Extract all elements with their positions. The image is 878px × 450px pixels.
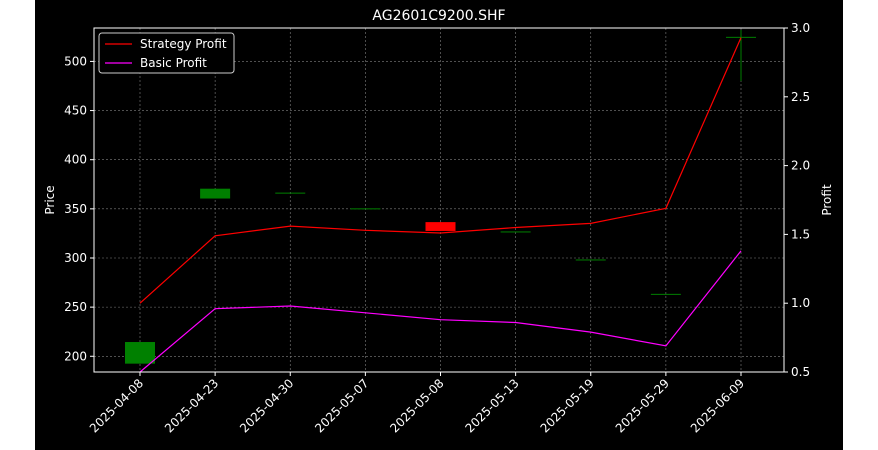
plot-frame — [93, 27, 785, 373]
candle-body — [350, 208, 381, 210]
y-right-tick-label: 1.0 — [791, 296, 810, 310]
candle-body — [726, 36, 756, 38]
legend-label: Strategy Profit — [140, 37, 227, 51]
y-axis-right-label: Profit — [820, 184, 834, 216]
legend-label: Basic Profit — [140, 56, 207, 70]
chart-title: AG2601C9200.SHF — [372, 8, 505, 24]
y-left-tick-label: 450 — [64, 104, 87, 118]
y-axis-left-label: Price — [43, 185, 57, 214]
candle-body — [650, 293, 681, 295]
y-left-tick-label: 500 — [64, 54, 87, 68]
y-right-tick-label: 3.0 — [791, 21, 810, 35]
legend-box — [98, 32, 235, 74]
candle-body — [275, 192, 306, 194]
candlesticks — [125, 29, 756, 364]
y-right-tick-label: 2.0 — [791, 159, 810, 173]
series-line — [139, 37, 742, 304]
y-right-tick-label: 0.5 — [791, 365, 810, 379]
y-left-tick-label: 350 — [64, 202, 87, 216]
y-left-tick-label: 400 — [64, 153, 87, 167]
right-axis: 0.5 1.0 1.5 2.0 2.5 3.0 — [784, 21, 810, 379]
left-axis: 200 250 300 350 400 450 500 — [64, 54, 94, 363]
candle-body — [125, 342, 155, 364]
candle-body — [500, 231, 531, 233]
profit-lines — [139, 37, 742, 373]
y-left-tick-label: 250 — [64, 300, 87, 314]
grid-lines — [94, 28, 784, 372]
legend: Strategy Profit Basic Profit — [98, 32, 235, 74]
y-right-tick-label: 1.5 — [791, 227, 810, 241]
y-right-tick-label: 2.5 — [791, 90, 810, 104]
candle-body — [575, 259, 606, 261]
y-left-tick-label: 200 — [64, 349, 87, 363]
y-left-tick-label: 300 — [64, 251, 87, 265]
candle-body — [200, 188, 231, 199]
series-line — [139, 250, 742, 373]
candle-body — [425, 222, 456, 231]
